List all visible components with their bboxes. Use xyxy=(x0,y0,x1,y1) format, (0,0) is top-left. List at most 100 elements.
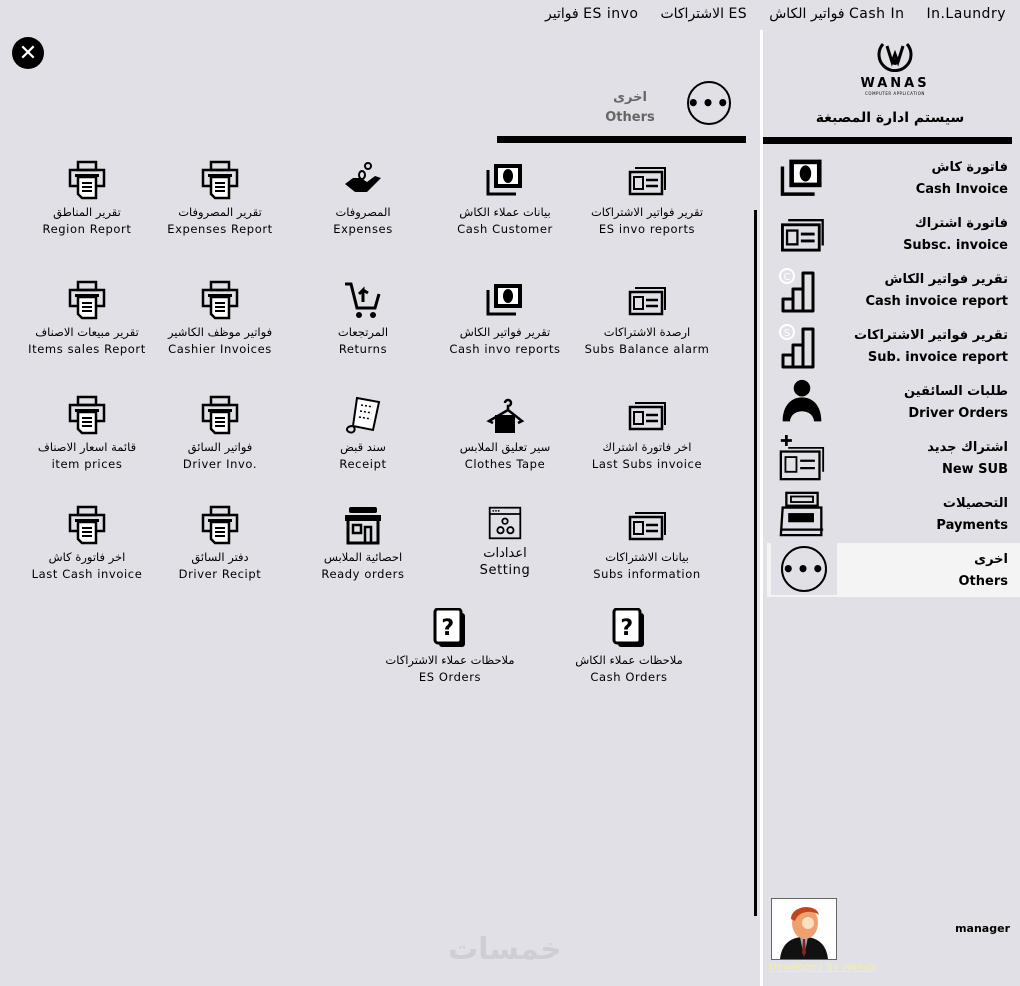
sidebar-item-subsc-invoice[interactable]: فاتورة اشتراك Subsc. invoice xyxy=(767,207,1020,261)
tile-label-en: Receipt xyxy=(339,457,387,471)
watermark: خمسات xyxy=(448,932,562,967)
tile-subs-information[interactable]: بيانات الاشتراكات Subs information xyxy=(572,505,722,583)
tile-label-en: item prices xyxy=(51,457,123,471)
sidebar-label-ar: فاتورة اشتراك xyxy=(914,216,1008,231)
sidebar-label-en: Others xyxy=(958,574,1009,589)
sidebar-label-ar: اشتراك جديد xyxy=(927,440,1008,455)
tile-region-report[interactable]: تقرير المناطق Region Report xyxy=(12,160,162,238)
tile-label-ar: ارصدة الاشتراكات xyxy=(603,325,691,339)
tile-label-ar: احصائية الملابس xyxy=(323,550,403,564)
tile-label-en: Cash Customer xyxy=(457,222,553,236)
money-icon xyxy=(777,155,827,201)
driver-icon xyxy=(777,379,827,425)
tile-label-en: Setting xyxy=(479,563,531,578)
tile-label-en: Cash Orders xyxy=(590,670,668,684)
tile-cash-invo-reports[interactable]: تقرير فواتير الكاش Cash invo reports xyxy=(430,280,580,358)
sidebar-label-en: Cash invoice report xyxy=(865,294,1008,309)
tile-label-ar: بيانات عملاء الكاش xyxy=(459,205,551,219)
printer-icon xyxy=(67,280,107,320)
tile-setting[interactable]: اعدادات Setting xyxy=(430,505,580,579)
sidebar-header-underline xyxy=(763,137,1012,144)
tile-label-ar: تقرير المناطق xyxy=(53,205,121,219)
tile-returns[interactable]: المرتجعات Returns xyxy=(288,280,438,358)
sidebar-item-cash-invoice-report[interactable]: تقرير فواتير الكاش Cash invoice report xyxy=(767,263,1020,317)
wanas-logo: WANAS COMPUTER APPLICATION xyxy=(845,36,945,96)
tile-label-ar: اخر فاتورة اشتراك xyxy=(602,440,692,454)
question-icon xyxy=(430,608,470,648)
menu-laundry[interactable]: In.Laundry xyxy=(926,6,1006,22)
developer-link[interactable]: Developed By WanaS xyxy=(769,962,876,973)
sidebar-item-new-sub[interactable]: اشتراك جديد New SUB xyxy=(767,431,1020,485)
close-icon: ✕ xyxy=(18,40,38,66)
header-en: Others xyxy=(605,110,655,125)
menu-cash-in[interactable]: فواتير الكاش Cash In xyxy=(769,6,905,22)
system-title: سيستم ادارة المصبغة xyxy=(815,110,965,126)
tile-last-subs-invoice[interactable]: اخر فاتورة اشتراك Last Subs invoice xyxy=(572,395,722,473)
tile-label-en: Clothes Tape xyxy=(464,457,546,471)
more-icon: ••• xyxy=(781,546,827,592)
sidebar-item-cash-invoice[interactable]: فاتورة كاش Cash Invoice xyxy=(767,151,1020,205)
tile-items-sales-report[interactable]: تقرير مبيعات الاصناف Items sales Report xyxy=(12,280,162,358)
tile-label-en: Subs Balance alarm xyxy=(584,342,710,356)
cash-register-icon xyxy=(777,491,827,537)
tile-label-ar: قائمة اسعار الاصناف xyxy=(37,440,137,454)
tile-driver-recipt[interactable]: دفتر السائق Driver Recipt xyxy=(145,505,295,583)
tile-label-en: Expenses Report xyxy=(167,222,273,236)
menu-es[interactable]: الاشتراكات ES xyxy=(660,6,748,22)
cart-return-icon xyxy=(343,280,383,320)
tile-es-invo-reports[interactable]: تقرير فواتير الاشتراكات ES invo reports xyxy=(572,160,722,238)
tile-label-en: Last Subs invoice xyxy=(591,457,703,471)
scrollbar[interactable] xyxy=(754,210,757,916)
close-button[interactable]: ✕ xyxy=(12,37,44,69)
tile-label-en: Ready orders xyxy=(321,567,405,581)
logo-name: WANAS xyxy=(860,76,930,91)
tile-cash-customer[interactable]: بيانات عملاء الكاش Cash Customer xyxy=(430,160,580,238)
tile-driver-invo-[interactable]: فواتير السائق Driver Invo. xyxy=(145,395,295,473)
new-card-icon xyxy=(777,435,827,481)
tile-es-orders[interactable]: ملاحظات عملاء الاشتراكات ES Orders xyxy=(375,608,525,686)
tile-label-ar: تقرير فواتير الكاش xyxy=(459,325,551,339)
logo-sub: COMPUTER APPLICATION xyxy=(865,91,925,96)
settings-icon xyxy=(487,505,523,541)
sidebar-label-en: Payments xyxy=(936,518,1008,533)
tile-label-ar: اعدادات xyxy=(483,546,527,561)
card-icon xyxy=(777,211,827,257)
tile-label-ar: اخر فاتورة كاش xyxy=(48,550,126,564)
tile-label-ar: ملاحظات عملاء الكاش xyxy=(575,653,683,667)
tile-last-cash-invoice[interactable]: اخر فاتورة كاش Last Cash invoice xyxy=(12,505,162,583)
tile-label-ar: تقرير مبيعات الاصناف xyxy=(35,325,139,339)
printer-icon xyxy=(67,160,107,200)
menu-es-invo[interactable]: فواتير ES invo xyxy=(545,6,639,22)
sidebar-label-ar: التحصيلات xyxy=(942,496,1008,511)
sidebar-item-others[interactable]: ••• اخرى Others xyxy=(767,543,1020,597)
tile-cash-orders[interactable]: ملاحظات عملاء الكاش Cash Orders xyxy=(554,608,704,686)
sidebar-label-ar: اخرى xyxy=(974,552,1008,567)
section-header: اخرى Others xyxy=(590,88,670,128)
tile-label-ar: تقرير المصروفات xyxy=(178,205,262,219)
avatar[interactable] xyxy=(771,898,837,960)
more-icon-box: ••• xyxy=(771,543,837,595)
tile-label-ar: المصروفات xyxy=(335,205,391,219)
tile-label-en: Driver Recipt xyxy=(178,567,262,581)
tile-expenses-report[interactable]: تقرير المصروفات Expenses Report xyxy=(145,160,295,238)
sidebar-item-payments[interactable]: التحصيلات Payments xyxy=(767,487,1020,541)
sidebar-label-ar: تقرير فواتير الاشتراكات xyxy=(853,328,1008,343)
tile-label-ar: سير تعليق الملابس xyxy=(459,440,551,454)
sidebar-item-driver-orders[interactable]: طلبات السائقين Driver Orders xyxy=(767,375,1020,429)
printer-icon xyxy=(67,505,107,545)
sidebar-label-ar: فاتورة كاش xyxy=(931,160,1009,175)
tile-item-prices[interactable]: قائمة اسعار الاصناف item prices xyxy=(12,395,162,473)
tile-label-en: Subs information xyxy=(593,567,701,581)
tile-receipt[interactable]: سند قبض Receipt xyxy=(288,395,438,473)
more-icon: ••• xyxy=(687,81,731,125)
tile-cashier-invoices[interactable]: فواتير موظف الكاشير Cashier Invoices xyxy=(145,280,295,358)
sidebar-label-en: Subsc. invoice xyxy=(903,238,1008,253)
header-ar: اخرى xyxy=(613,90,647,105)
money-icon xyxy=(485,160,525,200)
tile-ready-orders[interactable]: احصائية الملابس Ready orders xyxy=(288,505,438,583)
card-icon xyxy=(627,280,667,320)
sidebar-item-sub-invoice-report[interactable]: تقرير فواتير الاشتراكات Sub. invoice repo… xyxy=(767,319,1020,373)
tile-clothes-tape[interactable]: سير تعليق الملابس Clothes Tape xyxy=(430,395,580,473)
tile-expenses[interactable]: المصروفات Expenses xyxy=(288,160,438,238)
tile-subs-balance-alarm[interactable]: ارصدة الاشتراكات Subs Balance alarm xyxy=(572,280,722,358)
